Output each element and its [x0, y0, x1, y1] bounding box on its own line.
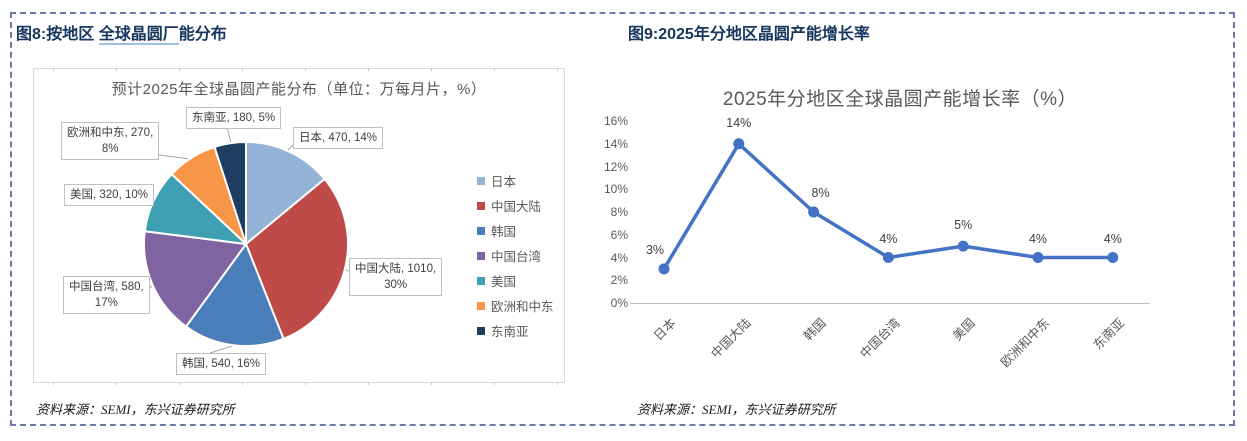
frame-tick [305, 382, 306, 385]
figure8-caption-suffix: 能分布 [178, 26, 227, 43]
legend-label: 中国大陆 [491, 200, 542, 214]
x-axis-line [630, 303, 1150, 304]
legend-swatch-icon [477, 226, 485, 235]
data-label-中国台湾: 4% [879, 231, 898, 246]
pie-chart-area: 预计2025年全球晶圆产能分布（单位：万每月片，%） 日本 中国大陆 韩国 中国台湾美… [33, 68, 565, 385]
pie-slice-东南亚 [213, 141, 247, 245]
pie-data-label-中国台湾: 中国台湾, 580, 17% [63, 276, 150, 315]
legend-swatch-icon [477, 201, 485, 210]
figure9-caption: 图9:2025年分地区晶圆产能增长率 [628, 26, 870, 43]
callout-leader-line [226, 126, 232, 144]
pie-data-label-日本: 日本, 470, 14% [293, 127, 383, 150]
frame-tick [242, 68, 243, 71]
y-axis-label: 8% [610, 205, 628, 219]
legend-item-中国大陆: 中国大陆 [477, 193, 554, 218]
y-axis-label: 4% [610, 250, 628, 265]
pie-slice-中国台湾 [143, 230, 247, 328]
data-point-欧洲和中东 [1032, 252, 1044, 263]
frame-tick [53, 382, 54, 385]
callout-leader-line [209, 345, 233, 354]
frame-tick [116, 382, 117, 385]
legend-item-美国: 美国 [477, 268, 554, 293]
legend-item-欧洲和中东: 欧洲和中东 [477, 293, 554, 318]
legend-label: 日本 [491, 175, 517, 189]
pie-data-label-美国: 美国, 320, 10% [64, 184, 154, 207]
x-axis-label-韩国: 韩国 [800, 315, 829, 344]
data-point-韩国 [808, 206, 820, 218]
data-label-欧洲和中东: 4% [1028, 231, 1048, 246]
legend-label: 欧洲和中东 [491, 300, 554, 314]
x-axis-label-中国台湾: 中国台湾 [857, 315, 904, 362]
pie-data-label-欧洲和中东: 欧洲和中东, 270, 8% [61, 122, 160, 161]
data-label-美国: 5% [954, 218, 973, 233]
legend-label: 韩国 [491, 225, 517, 239]
figure8-source-note: 资料来源：SEMI，东兴证券研究所 [36, 402, 235, 417]
pie-slice-中国大陆 [245, 177, 349, 340]
frame-tick [557, 382, 558, 385]
frame-tick [179, 68, 180, 71]
figure8-caption-underlined: 全球晶圆厂 [98, 26, 179, 45]
data-point-美国 [957, 240, 969, 252]
pie-chart-svg [143, 126, 350, 354]
y-axis-label: 0% [610, 296, 628, 310]
pie-slice-日本 [245, 141, 326, 245]
legend-swatch-icon [477, 276, 485, 285]
legend-item-韩国: 韩国 [477, 218, 554, 243]
pie-data-label-中国大陆: 中国大陆, 1010, 30% [349, 258, 443, 297]
data-label-韩国: 8% [811, 186, 830, 200]
frame-tick [431, 382, 432, 385]
frame-tick [242, 382, 243, 385]
y-axis-label: 2% [610, 273, 628, 288]
legend-item-日本: 日本 [477, 168, 554, 193]
data-point-东南亚 [1107, 252, 1119, 263]
x-axis-label-日本: 日本 [651, 315, 679, 344]
legend-label: 美国 [491, 275, 517, 289]
frame-tick [53, 68, 54, 71]
y-axis-label: 6% [610, 227, 628, 242]
y-axis-label: 10% [603, 182, 628, 197]
legend-swatch-icon [477, 251, 485, 260]
legend-item-中国台湾: 中国台湾 [477, 243, 554, 268]
frame-tick [494, 68, 495, 71]
pie-legend: 日本中国大陆韩国中国台湾美国欧洲和中东东南亚 [477, 168, 554, 343]
frame-tick [305, 68, 306, 71]
callout-leader-line [158, 154, 191, 160]
y-axis-label: 12% [603, 159, 628, 174]
data-point-中国大陆 [733, 138, 745, 150]
frame-tick [368, 382, 369, 385]
figure8-caption-prefix: 图8:按地区 [16, 26, 99, 43]
frame-tick [431, 68, 432, 71]
pie-data-label-韩国: 韩国, 540, 16% [176, 353, 266, 376]
legend-swatch-icon [477, 326, 485, 335]
legend-swatch-icon [477, 176, 485, 185]
data-point-日本 [658, 263, 670, 275]
frame-tick [179, 382, 180, 385]
legend-label: 中国台湾 [491, 250, 542, 264]
x-axis-label-东南亚: 东南亚 [1091, 315, 1128, 353]
pie-chart-title: 预计2025年全球晶圆产能分布（单位：万每月片，%） [111, 81, 487, 98]
data-label-中国大陆: 14% [726, 115, 752, 130]
pie-data-label-东南亚: 东南亚, 180, 5% [186, 107, 282, 130]
frame-tick [116, 68, 117, 71]
figure9-source-note: 资料来源：SEMI，东兴证券研究所 [637, 402, 836, 417]
x-axis-label-欧洲和中东: 欧洲和中东 [998, 315, 1053, 370]
y-axis-label: 16% [603, 114, 628, 128]
trend-line [662, 142, 1115, 271]
legend-item-东南亚: 东南亚 [477, 318, 554, 343]
x-axis-label-中国大陆: 中国大陆 [708, 315, 754, 362]
x-axis-label-美国: 美国 [950, 315, 978, 344]
legend-label: 东南亚 [491, 325, 529, 339]
legend-swatch-icon [477, 301, 485, 310]
data-label-日本: 3% [645, 242, 665, 257]
frame-tick [494, 382, 495, 385]
line-chart-title: 2025年分地区全球晶圆产能增长率（%） [722, 89, 1078, 110]
frame-tick [557, 68, 558, 71]
frame-tick [368, 68, 369, 71]
data-label-东南亚: 4% [1103, 231, 1122, 246]
data-point-中国台湾 [882, 252, 894, 263]
figure8-caption: 图8:按地区 全球晶圆厂能分布 [16, 20, 227, 45]
pie-slice-韩国 [185, 243, 285, 347]
y-axis-label: 14% [603, 136, 628, 151]
